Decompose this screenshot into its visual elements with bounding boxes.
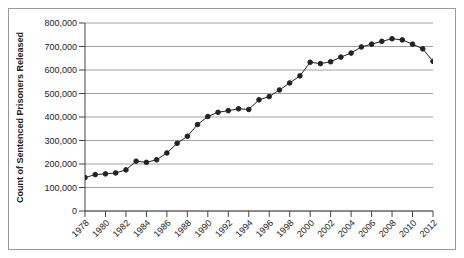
svg-text:100,000: 100,000	[44, 183, 77, 193]
svg-text:200,000: 200,000	[44, 159, 77, 169]
svg-text:Count of Sentenced Prisoners R: Count of Sentenced Prisoners Released	[15, 32, 25, 203]
svg-text:1996: 1996	[254, 218, 275, 239]
svg-text:2006: 2006	[356, 218, 377, 239]
svg-text:300,000: 300,000	[44, 136, 77, 146]
svg-text:1986: 1986	[152, 218, 173, 239]
svg-text:1990: 1990	[193, 218, 214, 239]
svg-text:2008: 2008	[377, 218, 398, 239]
svg-text:1982: 1982	[111, 218, 132, 239]
svg-text:600,000: 600,000	[44, 65, 77, 75]
svg-text:1978: 1978	[70, 218, 91, 239]
svg-text:1994: 1994	[233, 218, 254, 239]
svg-text:2010: 2010	[397, 218, 418, 239]
svg-text:2004: 2004	[336, 218, 357, 239]
svg-text:1998: 1998	[274, 218, 295, 239]
svg-text:800,000: 800,000	[44, 18, 77, 28]
svg-text:1980: 1980	[90, 218, 111, 239]
svg-text:1984: 1984	[131, 218, 152, 239]
svg-text:2012: 2012	[418, 218, 439, 239]
svg-text:0: 0	[72, 206, 77, 216]
svg-text:500,000: 500,000	[44, 89, 77, 99]
svg-text:2000: 2000	[295, 218, 316, 239]
svg-text:400,000: 400,000	[44, 112, 77, 122]
svg-text:1988: 1988	[172, 218, 193, 239]
svg-text:2002: 2002	[315, 218, 336, 239]
svg-text:1992: 1992	[213, 218, 234, 239]
svg-text:700,000: 700,000	[44, 42, 77, 52]
